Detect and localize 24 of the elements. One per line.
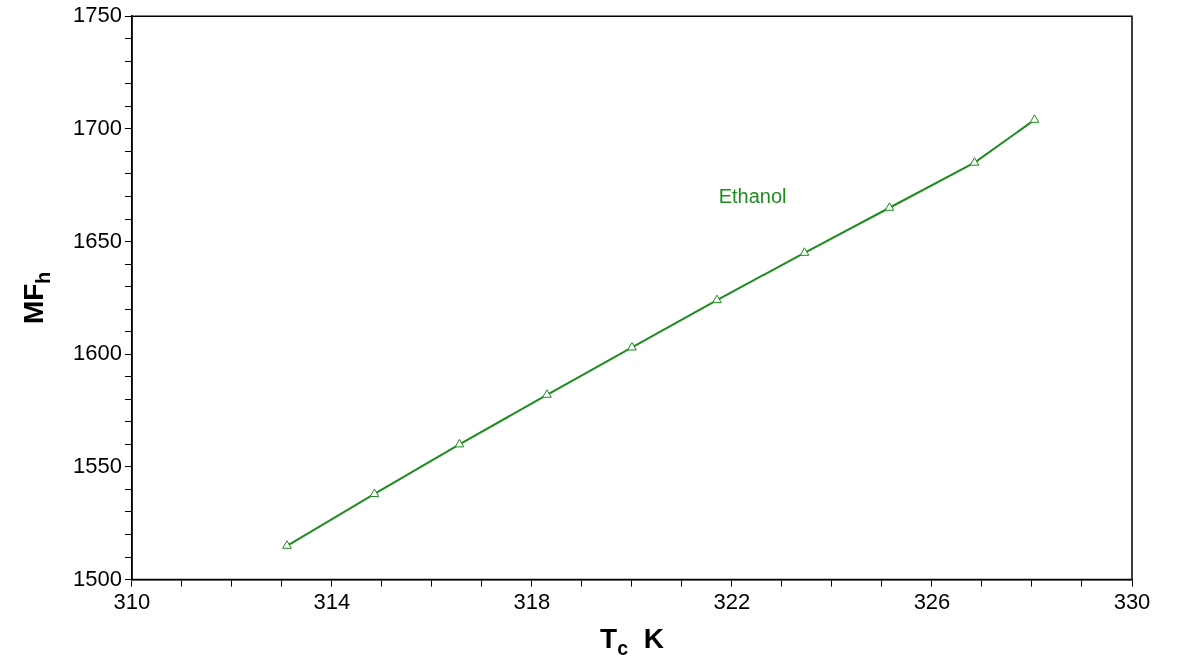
x-tick-label: 330 (1113, 588, 1151, 614)
point (884, 202, 895, 211)
x-tick-label: 314 (313, 588, 351, 614)
y-tick-label: 1650 (72, 227, 122, 253)
y-tick-label: 1500 (72, 565, 122, 591)
point (799, 247, 810, 256)
y-tick-label: 1600 (72, 340, 122, 366)
y-tick-label: 1750 (72, 2, 122, 28)
point (282, 540, 292, 549)
y-tick-label: 1550 (72, 452, 122, 478)
text: Ethanol (718, 185, 787, 208)
point (1029, 114, 1040, 123)
point (712, 294, 722, 304)
point (969, 157, 980, 166)
x-tick-label: 318 (513, 588, 551, 614)
y-axis-title: MFh (17, 271, 55, 325)
point (542, 389, 552, 398)
point (627, 341, 637, 351)
point (369, 488, 380, 497)
point (454, 438, 465, 448)
y-tick-label: 1700 (72, 114, 122, 140)
x-tick-label: 326 (913, 588, 951, 614)
x-tick-label: 310 (113, 588, 151, 614)
x-tick-label: 322 (713, 588, 751, 614)
